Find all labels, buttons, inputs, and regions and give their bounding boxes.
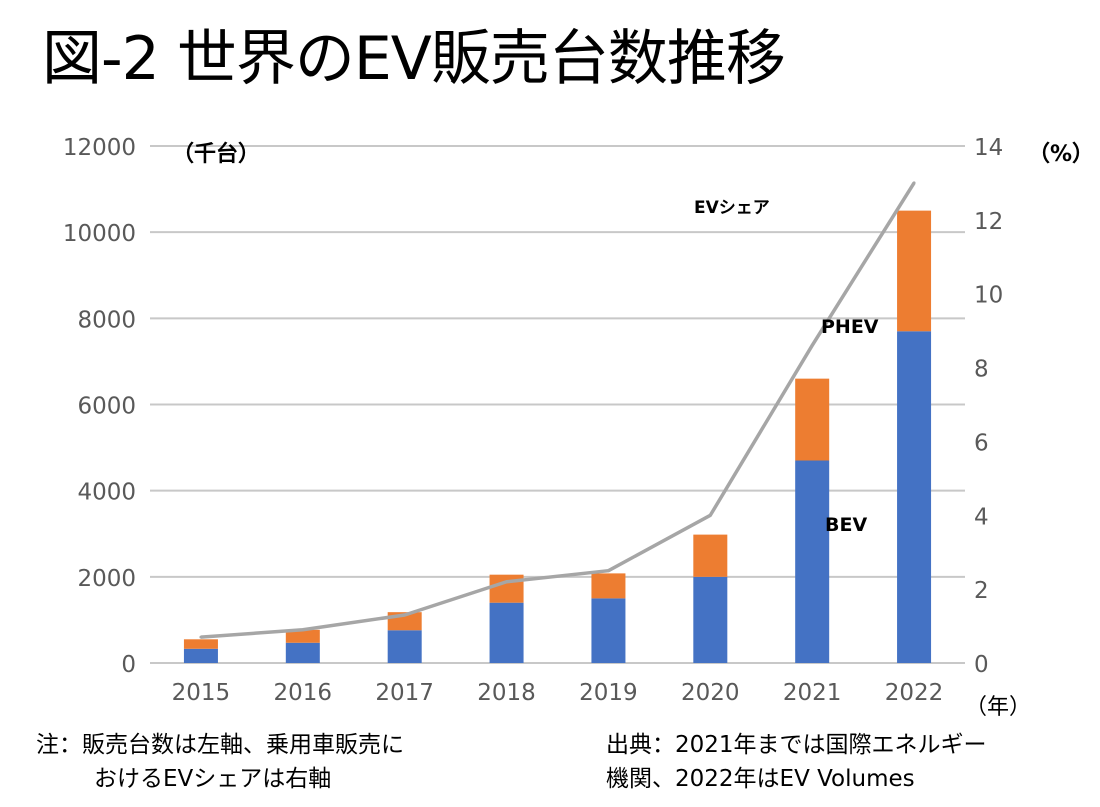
left-axis-unit: （千台） [172,141,260,167]
bev-annotation: BEV [825,514,867,536]
share-line-series [199,181,916,639]
note-line-2: おけるEVシェアは右軸 [94,766,332,792]
bar-phev-2022 [897,210,932,332]
ev-share-point-2016 [301,628,305,632]
ev-share-line [200,181,916,639]
left-tick-label: 4000 [77,480,136,506]
bar-bev-2018 [489,602,524,663]
ev-share-point-2018 [505,580,509,584]
bar-bev-2019 [591,598,626,663]
bar-phev-2019 [591,573,626,599]
x-axis-unit: （年） [965,695,1031,720]
ev-share-point-2019 [606,569,610,573]
x-tick-label: 2018 [477,680,536,706]
left-tick-label: 2000 [77,566,136,592]
right-tick-label: 12 [974,209,1003,235]
x-tick-label: 2020 [681,680,740,706]
right-tick-label: 4 [974,504,989,530]
phev-annotation: PHEV [821,316,879,338]
bar-phev-2015 [183,639,218,649]
ev-share-annotation: EVシェア [694,198,770,218]
ev-share-point-2020 [708,513,712,517]
right-axis-unit: （%） [1028,142,1094,167]
right-tick-label: 6 [974,430,989,456]
bar-phev-2021 [795,378,830,461]
right-tick-label: 2 [974,578,989,604]
gridlines [150,145,965,664]
ev-share-point-2022 [912,181,916,185]
left-tick-label: 0 [121,652,136,678]
source-line-2: 機関、2022年はEV Volumes [606,766,915,792]
ev-share-point-2017 [403,613,407,617]
left-tick-label: 10000 [63,221,136,247]
x-tick-label: 2021 [783,680,842,706]
x-tick-label: 2022 [885,680,944,706]
ev-share-point-2021 [810,343,814,347]
left-tick-label: 6000 [77,394,136,420]
x-tick-label: 2016 [274,680,333,706]
left-tick-label: 12000 [63,135,136,161]
ev-share-point-2015 [199,635,203,639]
x-tick-label: 2019 [579,680,638,706]
right-axis-ticks: 0 2 4 6 8 10 12 14 [974,135,1003,678]
bar-bev-2021 [795,460,830,663]
chart-title: 図-2 世界のEV販売台数推移 [42,24,786,94]
source: 出典：2021年までは国際エネルギー 機関、2022年はEV Volumes [606,728,987,796]
right-tick-label: 14 [974,135,1003,161]
note: 注：販売台数は左軸、乗用車販売に おけるEVシェアは右軸 [36,728,404,796]
right-tick-label: 8 [974,357,989,383]
bar-bev-2020 [693,576,728,663]
left-axis-ticks: 0 2000 4000 6000 8000 10000 12000 [63,135,136,678]
bar-bev-2016 [285,642,320,663]
x-axis-ticks: 2015 2016 2017 2018 2019 2020 2021 2022 [172,680,944,706]
bar-bev-2015 [183,648,218,663]
bar-bev-2022 [897,331,932,663]
left-tick-label: 8000 [77,307,136,333]
source-line-1: 出典：2021年までは国際エネルギー [606,732,987,758]
x-tick-label: 2015 [172,680,231,706]
bar-series [183,210,932,663]
note-line-1: 注：販売台数は左軸、乗用車販売に [36,732,404,758]
bar-bev-2017 [387,630,422,663]
right-tick-label: 0 [974,652,989,678]
bar-phev-2020 [693,534,728,577]
right-tick-label: 10 [974,283,1003,309]
bar-phev-2016 [285,629,320,643]
x-tick-label: 2017 [375,680,434,706]
